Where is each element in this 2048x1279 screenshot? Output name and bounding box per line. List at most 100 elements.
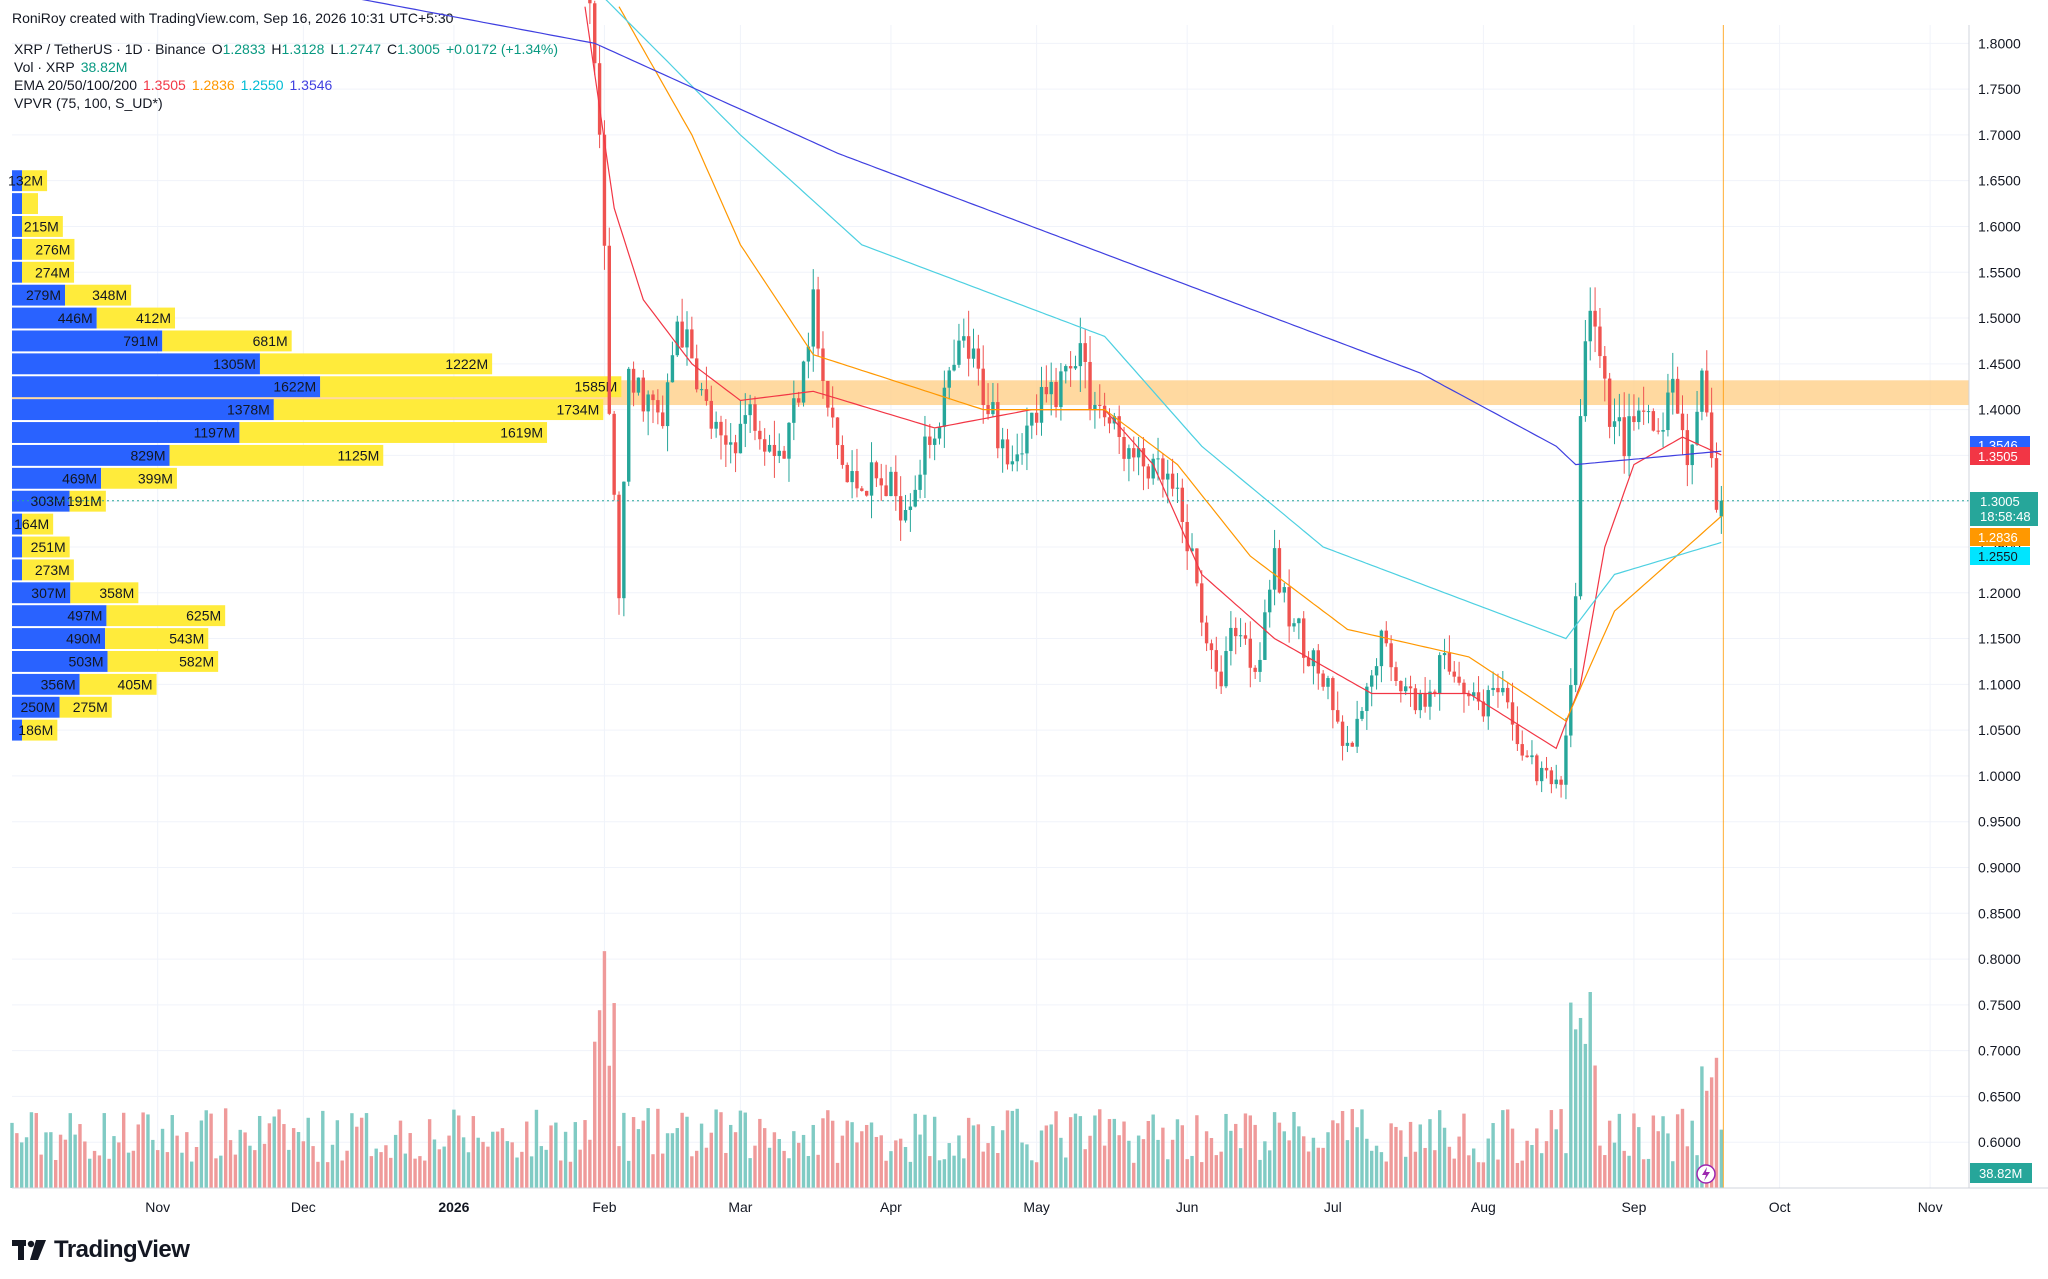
- volume-bar: [1496, 1159, 1500, 1188]
- volume-bar: [981, 1151, 985, 1188]
- volume-bar: [738, 1110, 743, 1188]
- volume-bar: [457, 1115, 461, 1188]
- volume-bar: [389, 1157, 393, 1188]
- candles: [588, 0, 1724, 800]
- candle-body: [588, 0, 592, 4]
- volume-bar: [107, 1158, 111, 1188]
- lightning-icon[interactable]: [1696, 1164, 1716, 1184]
- volume-bar: [1549, 1110, 1554, 1188]
- candle-body: [1102, 405, 1107, 418]
- volume-bar: [1132, 1162, 1136, 1188]
- time-axis[interactable]: Nov Dec 2026 Feb Mar Apr May Jun Jul Aug Sep Oct Nov: [145, 1199, 1942, 1215]
- volume-bar: [636, 1129, 641, 1188]
- volume-bar: [1593, 1065, 1597, 1188]
- volume-bar: [486, 1146, 490, 1188]
- volume-bar: [403, 1153, 408, 1188]
- time-tick-label: Nov: [1918, 1199, 1943, 1215]
- volume-bar: [1564, 1153, 1568, 1188]
- price-axis[interactable]: 1.8000 1.7500 1.7000 1.6500 1.6000 1.5500 1.50…: [1978, 35, 2021, 1150]
- volume-bar: [1598, 1145, 1602, 1188]
- candle-body: [1452, 671, 1456, 677]
- candle-body: [937, 426, 942, 439]
- candle-body: [962, 336, 966, 341]
- volume-bar: [442, 1146, 446, 1188]
- volume-bar: [413, 1158, 417, 1188]
- volume-bar: [185, 1132, 189, 1188]
- volume-bar: [1015, 1108, 1019, 1188]
- candle-body: [1496, 687, 1500, 693]
- candle-body: [1442, 653, 1447, 656]
- vp-down-label: 186M: [18, 722, 53, 738]
- candle-body: [884, 485, 888, 497]
- volume-bar: [680, 1112, 684, 1188]
- vp-down-label: 251M: [31, 539, 66, 555]
- candle-body: [1714, 458, 1719, 510]
- volume-bar: [180, 1152, 184, 1188]
- volume-bar: [942, 1159, 947, 1188]
- volume-bar: [194, 1147, 199, 1188]
- volume-bar: [1603, 1155, 1607, 1188]
- candle-body: [835, 417, 840, 446]
- volume-bar: [476, 1137, 480, 1188]
- candle-body: [787, 422, 791, 459]
- candle-body: [1336, 710, 1340, 722]
- candle-body: [1088, 361, 1092, 410]
- candle-body: [758, 430, 762, 440]
- ema100-line: [605, 0, 1722, 640]
- volume-bar: [1656, 1131, 1660, 1188]
- current-price-badge: [1970, 492, 2038, 526]
- vp-up-label: 490M: [66, 631, 101, 647]
- volume-bar: [1200, 1162, 1204, 1188]
- volume-bar: [908, 1161, 913, 1188]
- volume-bar: [1282, 1131, 1286, 1188]
- price-chart[interactable]: 132M 215M 276M 274M 279M 348M 446M 412M 791M 681M…: [0, 0, 2048, 1230]
- volume-bar: [991, 1126, 995, 1188]
- candle-body: [1059, 371, 1063, 408]
- tradingview-logo-icon: [12, 1240, 46, 1260]
- volume-bar: [1452, 1158, 1456, 1188]
- volume-bar: [641, 1120, 645, 1188]
- candle-body: [1321, 673, 1325, 687]
- candle-body: [597, 63, 602, 135]
- price-tick-label: 1.0000: [1978, 768, 2021, 784]
- volume-bar: [15, 1133, 19, 1188]
- vp-up-bar: [12, 444, 170, 466]
- volume-bar: [1365, 1138, 1369, 1188]
- vp-down-bar: [259, 353, 493, 375]
- candle-body: [1486, 690, 1490, 717]
- volume-bar: [136, 1124, 140, 1188]
- volume-bar: [505, 1141, 510, 1188]
- vp-down-bar: [65, 284, 132, 306]
- volume-bar: [54, 1159, 58, 1188]
- candle-body: [1039, 386, 1044, 423]
- vp-up-bar: [12, 261, 22, 283]
- candle-body: [1481, 701, 1486, 717]
- vp-up-label: 1197M: [194, 425, 236, 441]
- price-tick-label: 1.2000: [1978, 585, 2021, 601]
- vp-down-label: 1619M: [500, 425, 543, 441]
- candle-body: [1141, 448, 1146, 467]
- volume-bar: [1442, 1127, 1447, 1188]
- volume-bar: [835, 1162, 840, 1188]
- candle-body: [991, 402, 995, 415]
- tradingview-logo[interactable]: TradingView: [12, 1236, 190, 1264]
- volume-bar: [141, 1112, 145, 1188]
- volume-bar: [1297, 1126, 1301, 1188]
- vp-up-bar: [12, 238, 22, 260]
- candle-body: [1646, 411, 1651, 413]
- volume-bar: [262, 1143, 267, 1188]
- volume-bar: [1263, 1141, 1267, 1188]
- volume-bar: [617, 1146, 621, 1188]
- volume-bar: [1136, 1135, 1141, 1188]
- volume-bar: [1117, 1135, 1121, 1188]
- volume-bar: [544, 1149, 548, 1188]
- candle-body: [1447, 653, 1452, 672]
- volume-bar: [1612, 1142, 1617, 1188]
- volume-bar: [1151, 1114, 1155, 1188]
- time-tick-label: Oct: [1769, 1199, 1791, 1215]
- candle-body: [879, 478, 883, 486]
- volume-bar: [316, 1161, 320, 1188]
- vp-up-bar: [12, 650, 108, 672]
- volume-bar: [160, 1128, 165, 1188]
- candle-body: [801, 361, 806, 403]
